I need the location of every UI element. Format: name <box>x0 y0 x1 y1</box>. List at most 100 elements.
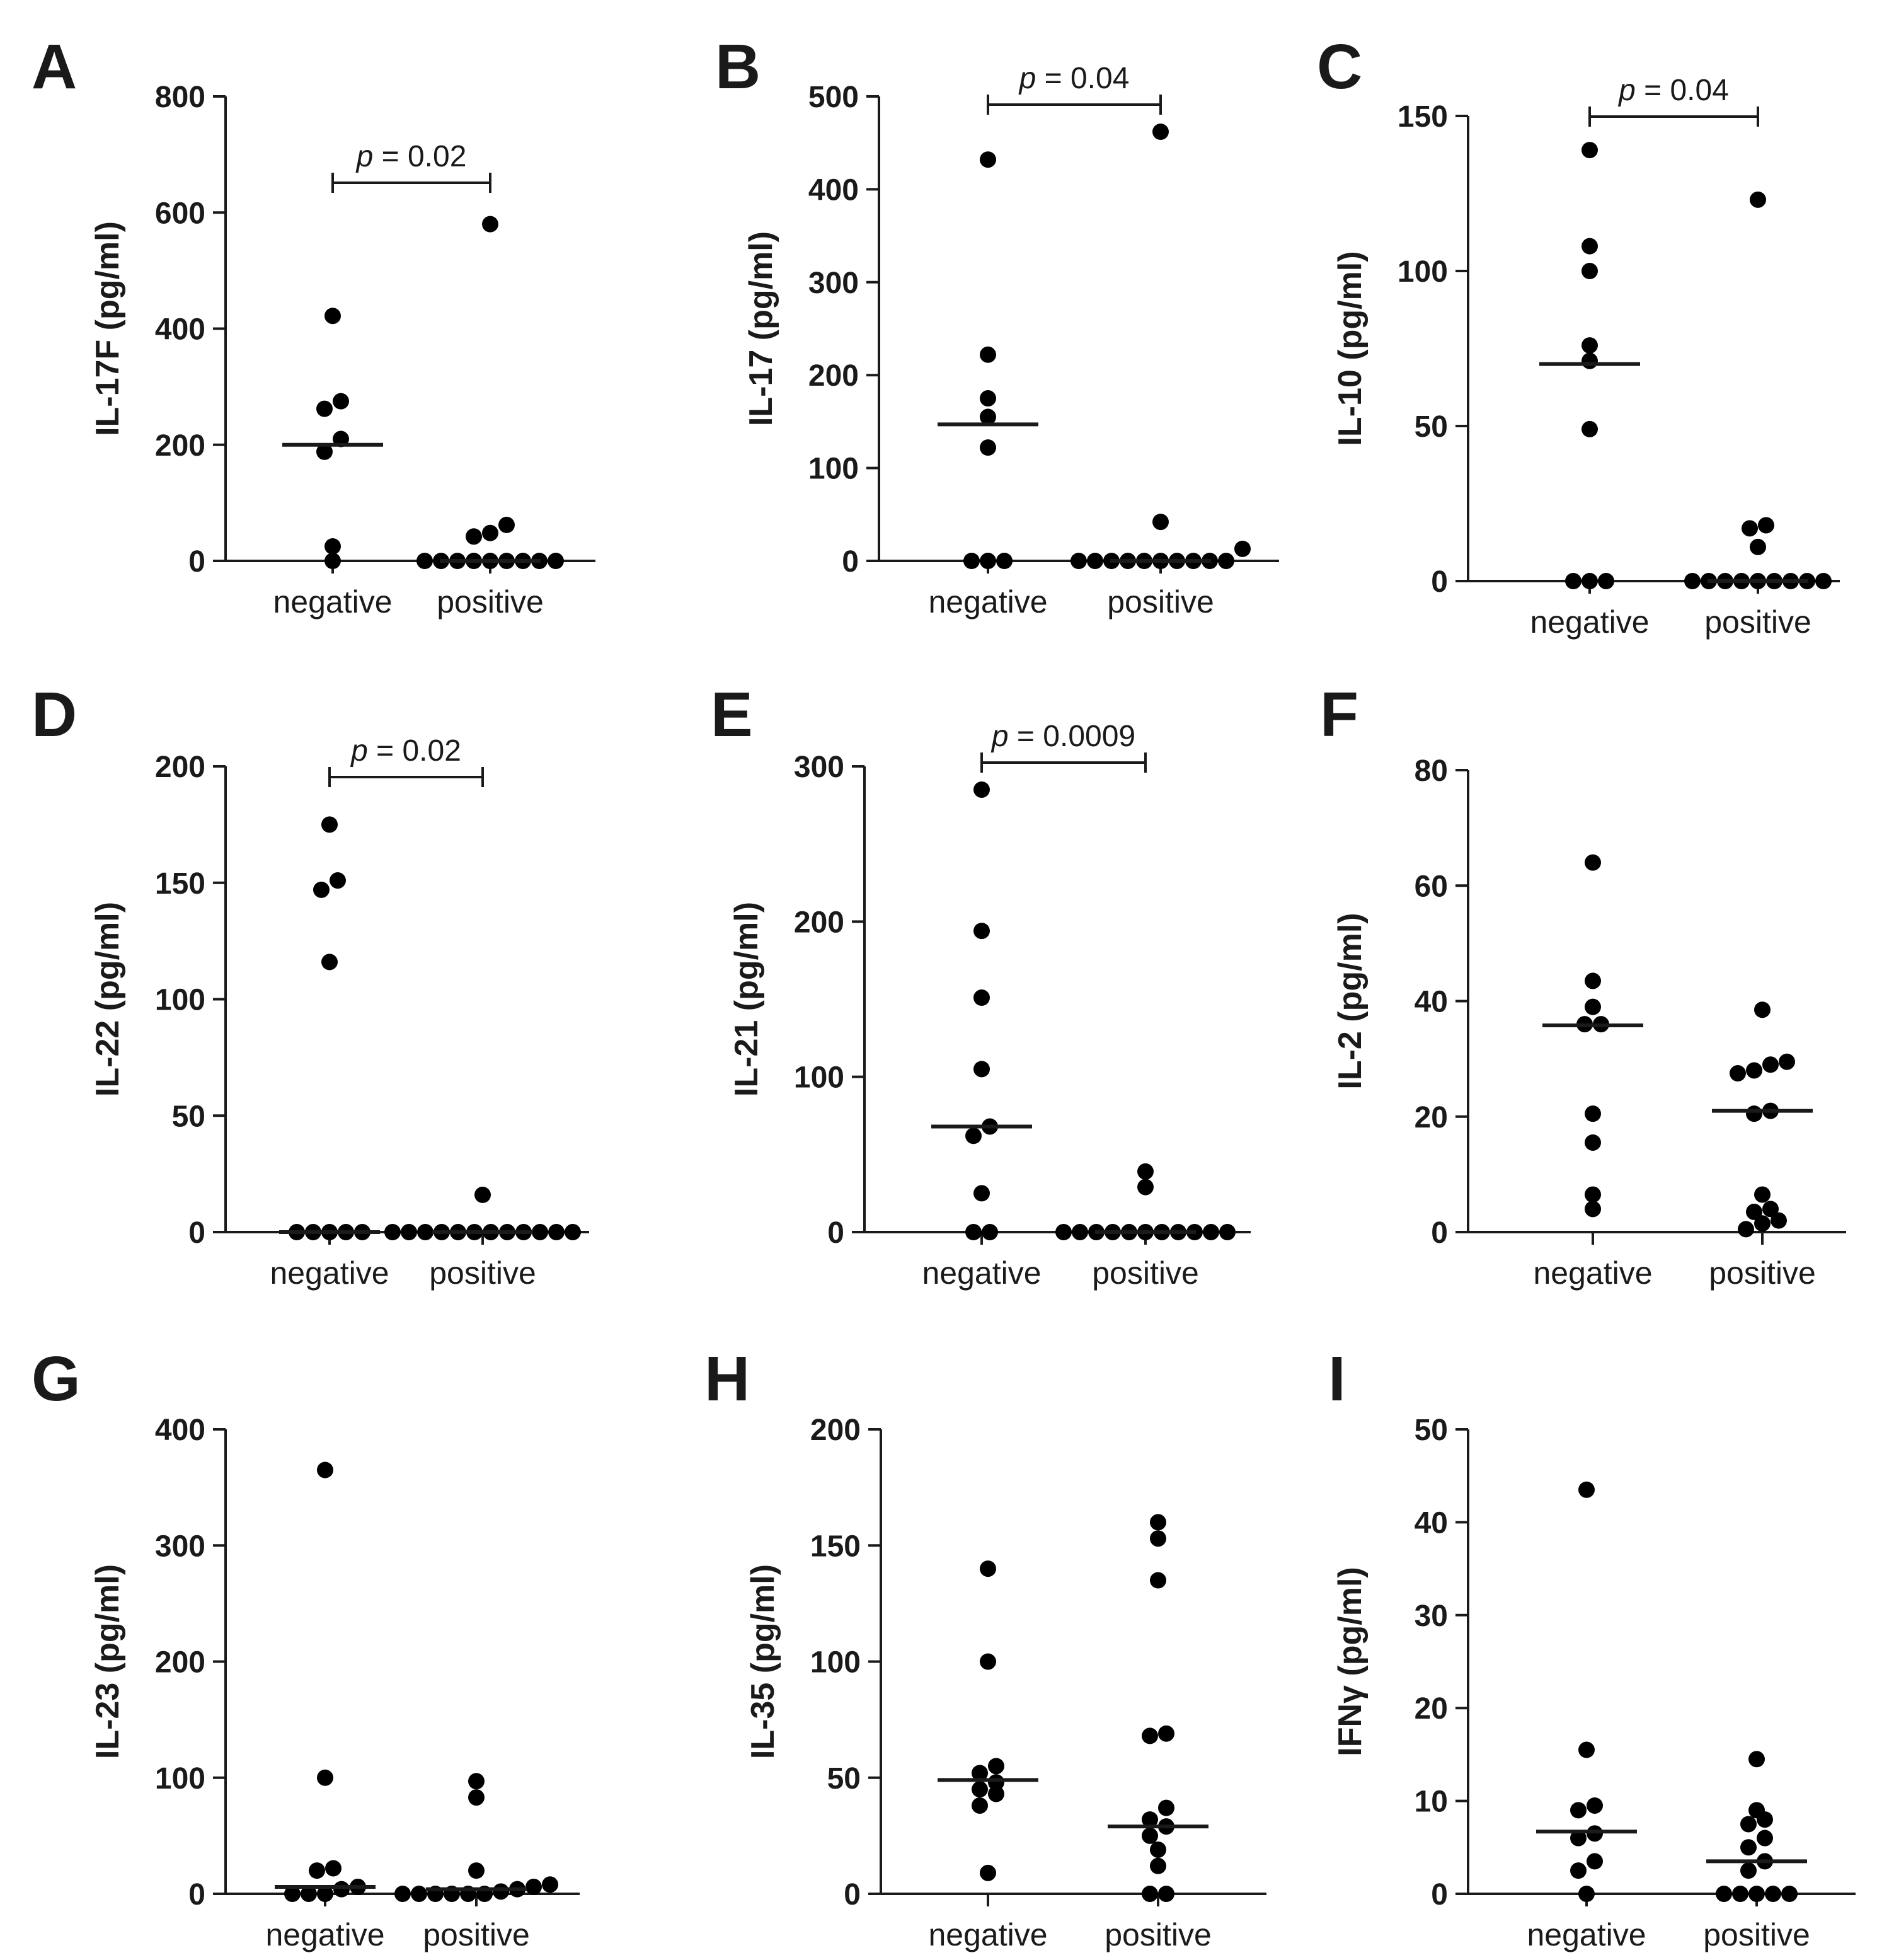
p-value-symbol: p <box>1018 62 1036 95</box>
y-tick-label: 80 <box>1415 754 1448 788</box>
data-point-negative <box>972 1781 988 1798</box>
data-point-positive <box>1746 1105 1762 1122</box>
data-point-negative <box>965 1127 982 1144</box>
data-point-negative <box>1581 573 1598 589</box>
p-value-label: p = 0.02 <box>350 734 461 768</box>
y-tick-label: 200 <box>155 751 205 784</box>
p-value-text: = 0.02 <box>368 734 461 768</box>
x-category-label: negative <box>928 584 1047 620</box>
x-category-label: negative <box>1530 604 1649 640</box>
panel-e: E 0 100 200 300 IL-21 (pg/ml) negative positive… <box>711 679 1251 1291</box>
x-category-label: positive <box>1704 604 1811 640</box>
panel-letter: H <box>704 1344 750 1414</box>
data-point-positive <box>1765 1886 1781 1902</box>
y-tick-label: 0 <box>1431 1216 1448 1250</box>
x-category-label: negative <box>928 1917 1047 1952</box>
data-point-positive <box>1158 1886 1174 1902</box>
panel-d: D 0 50 100 150 200 IL-22 (pg/ml) negative positi… <box>32 679 589 1291</box>
data-point-positive <box>1771 1212 1787 1229</box>
y-tick-label: 400 <box>808 173 859 207</box>
p-value-label: p = 0.0009 <box>990 720 1135 753</box>
panel-h: H 0 50 100 150 200 IL-35 (pg/ml) negative positi… <box>704 1344 1266 1952</box>
y-axis-label: IL-2 (pg/ml) <box>1332 913 1369 1089</box>
x-category-label: negative <box>273 584 392 620</box>
y-tick-label: 400 <box>155 1414 205 1447</box>
data-point-positive <box>1150 1841 1166 1858</box>
y-tick-label: 10 <box>1415 1785 1448 1819</box>
data-point-negative <box>973 989 990 1006</box>
data-point-negative <box>324 553 341 569</box>
data-point-positive <box>1757 1830 1773 1847</box>
x-category-label: positive <box>429 1255 536 1291</box>
y-tick-label: 100 <box>155 1762 205 1796</box>
data-point-negative <box>996 553 1013 569</box>
data-point-positive <box>493 1883 509 1900</box>
data-point-negative <box>1570 1802 1587 1819</box>
data-point-negative <box>316 443 333 460</box>
y-tick-label: 40 <box>1415 1506 1448 1540</box>
data-point-negative <box>284 1886 301 1902</box>
data-point-positive <box>1748 1751 1765 1768</box>
data-point-positive <box>1137 1163 1154 1180</box>
y-tick-label: 50 <box>1415 410 1448 444</box>
data-point-negative <box>333 1881 350 1898</box>
p-value-text: = 0.0009 <box>1009 720 1136 753</box>
data-point-positive <box>1762 1201 1779 1218</box>
panel-letter: A <box>32 32 77 102</box>
y-tick-label: 0 <box>844 1878 861 1911</box>
data-point-positive <box>542 1876 558 1893</box>
y-tick-label: 60 <box>1415 870 1448 903</box>
data-point-positive <box>565 1224 581 1240</box>
data-point-positive <box>1742 520 1758 537</box>
data-point-negative <box>1570 1830 1587 1847</box>
data-point-positive <box>1746 1062 1762 1079</box>
data-point-negative <box>1585 1201 1601 1218</box>
data-point-negative <box>1585 1134 1601 1151</box>
data-point-positive <box>417 1224 433 1240</box>
data-point-negative <box>988 1774 1004 1791</box>
data-point-positive <box>1142 1886 1158 1902</box>
data-point-negative <box>972 1797 988 1814</box>
data-point-negative <box>972 1765 988 1782</box>
y-tick-label: 100 <box>1398 255 1448 289</box>
data-point-negative <box>1581 142 1598 159</box>
y-tick-label: 100 <box>794 1061 844 1095</box>
x-category-label: positive <box>1107 584 1214 620</box>
y-tick-label: 400 <box>155 313 205 347</box>
panel-letter: E <box>711 679 753 750</box>
data-point-positive <box>1781 1886 1798 1902</box>
data-point-negative <box>317 1886 333 1902</box>
y-tick-label: 200 <box>808 359 859 393</box>
data-point-positive <box>1142 1727 1158 1744</box>
data-point-negative <box>1587 1853 1603 1870</box>
panel-letter: F <box>1320 679 1358 750</box>
panel-g: G 0 100 200 300 400 IL-23 (pg/ml) negative posit… <box>32 1344 580 1952</box>
p-value-symbol: p <box>1617 74 1636 107</box>
y-tick-label: 0 <box>188 545 205 579</box>
x-category-label: negative <box>265 1917 384 1952</box>
data-point-positive <box>532 1224 548 1240</box>
data-point-negative <box>1578 1886 1595 1902</box>
data-point-positive <box>1150 1857 1166 1874</box>
data-point-positive <box>1754 1186 1771 1203</box>
x-category-label: positive <box>1092 1255 1199 1291</box>
data-point-negative <box>321 816 338 833</box>
data-point-positive <box>1158 1725 1174 1742</box>
p-value-text: = 0.02 <box>373 140 466 173</box>
x-category-label: positive <box>1709 1255 1816 1291</box>
data-point-positive <box>1150 1572 1166 1589</box>
y-axis-label: IL-17F (pg/ml) <box>89 221 126 436</box>
y-tick-label: 50 <box>827 1762 861 1796</box>
data-point-negative <box>980 346 996 363</box>
y-tick-label: 100 <box>155 984 205 1017</box>
panel-letter: G <box>32 1344 81 1414</box>
data-point-positive <box>482 216 498 233</box>
data-point-positive <box>1071 553 1087 569</box>
y-axis-label: IFNγ (pg/ml) <box>1332 1567 1369 1756</box>
data-point-negative <box>980 439 996 456</box>
data-point-positive <box>394 1886 411 1902</box>
p-value-symbol: p <box>990 720 1009 753</box>
y-tick-label: 50 <box>172 1100 205 1133</box>
y-tick-label: 150 <box>1398 100 1448 134</box>
x-category-label: positive <box>1105 1917 1212 1952</box>
